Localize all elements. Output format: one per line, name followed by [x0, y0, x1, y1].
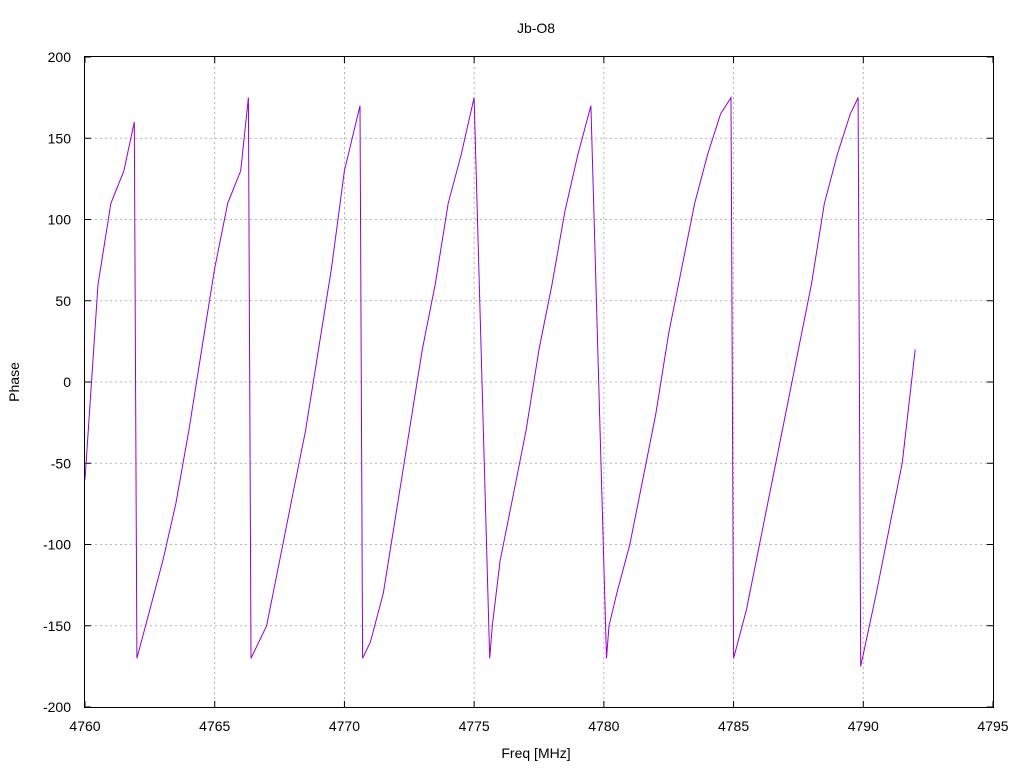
y-axis-label: Phase — [6, 362, 22, 402]
y-tick-label: 150 — [48, 130, 72, 146]
x-tick-label: 4770 — [329, 718, 360, 734]
y-tick-label: -50 — [51, 455, 71, 471]
series-layer — [84, 95, 916, 667]
phase-series-line — [84, 95, 916, 667]
plot-frame — [84, 56, 994, 708]
x-tick-label: 4780 — [588, 718, 619, 734]
y-tick-label: 200 — [48, 49, 72, 65]
x-tick-label: 4765 — [199, 718, 230, 734]
y-tick-label: 100 — [48, 212, 72, 228]
chart-title: Jb-O8 — [517, 20, 555, 36]
tick-labels: 4760 4765 4770 4775 4780 4785 4790 4795 -200 -150… — [43, 49, 1009, 734]
x-tick-label: 4795 — [977, 718, 1008, 734]
y-tick-label: -150 — [43, 618, 71, 634]
y-tick-label: -100 — [43, 537, 71, 553]
y-tick-label: 0 — [63, 374, 71, 390]
x-axis-label: Freq [MHz] — [501, 745, 570, 761]
x-tick-label: 4775 — [459, 718, 490, 734]
x-tick-label: 4785 — [718, 718, 749, 734]
x-tick-label: 4760 — [69, 718, 100, 734]
y-tick-label: -200 — [43, 699, 71, 715]
x-tick-label: 4790 — [848, 718, 879, 734]
y-tick-label: 50 — [55, 293, 71, 309]
